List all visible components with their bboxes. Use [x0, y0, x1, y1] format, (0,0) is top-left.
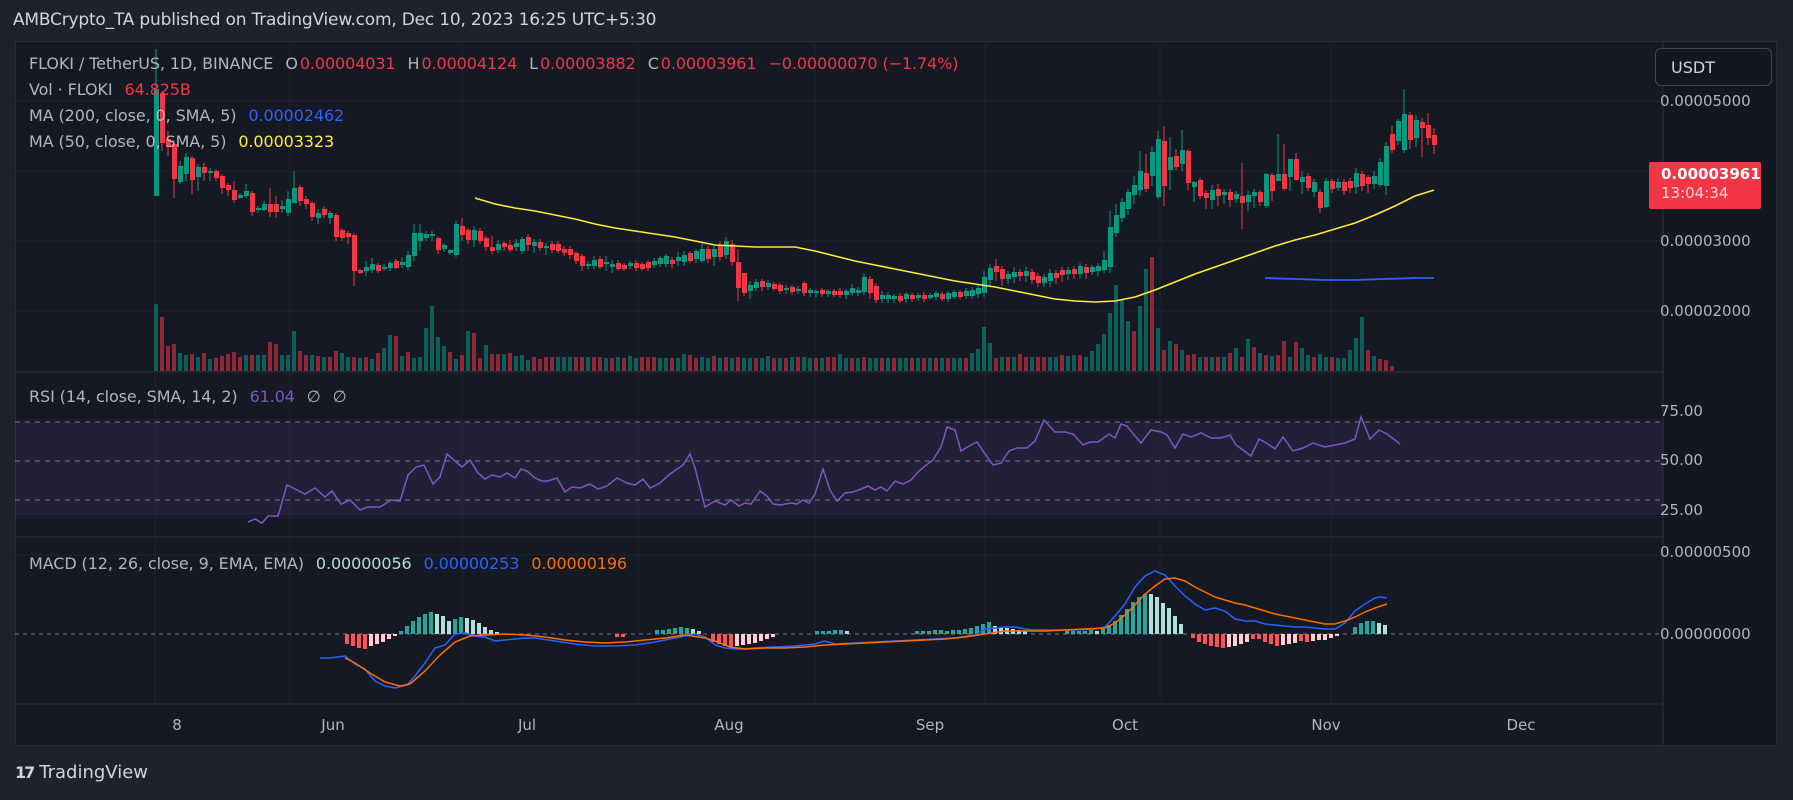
- high-value: 0.00004124: [421, 54, 518, 73]
- candle-countdown: 13:04:34: [1661, 184, 1729, 202]
- macd-histogram-value: 0.00000056: [315, 554, 412, 573]
- tradingview-mark-icon: 17: [15, 763, 35, 782]
- tradingview-logo: 17 TradingView: [15, 762, 148, 783]
- ma50-legend[interactable]: MA (50, close, 0, SMA, 5) 0.00003323: [29, 132, 335, 151]
- macd-axis-label: 0.00000000: [1660, 625, 1751, 643]
- open-value: 0.00004031: [299, 54, 396, 73]
- candlesticks: [154, 49, 1437, 303]
- ma200-value: 0.00002462: [248, 106, 345, 125]
- macd-histogram: [345, 594, 1387, 649]
- macd-legend[interactable]: MACD (12, 26, close, 9, EMA, EMA) 0.0000…: [29, 554, 628, 573]
- chart-frame: [15, 41, 1777, 746]
- volume-bars: [154, 257, 1394, 371]
- rsi-line: [247, 414, 1401, 524]
- rsi-band: [15, 422, 1663, 515]
- currency-button[interactable]: USDT: [1655, 48, 1772, 86]
- current-price: 0.00003961: [1661, 165, 1761, 183]
- macd-axis-label: 0.00000500: [1660, 543, 1751, 561]
- symbol-legend[interactable]: FLOKI / TetherUS, 1D, BINANCE O 0.0000403…: [29, 54, 959, 73]
- volume-legend[interactable]: Vol · FLOKI 64.825B: [29, 80, 191, 99]
- rsi-axis-label: 50.00: [1660, 451, 1703, 469]
- price-axis-label: 0.00002000: [1660, 302, 1751, 320]
- time-axis-label: Dec: [1506, 716, 1536, 734]
- volume-value: 64.825B: [124, 80, 191, 99]
- time-axis-label: Oct: [1112, 716, 1138, 734]
- signal-line: [344, 577, 1388, 687]
- published-caption: AMBCrypto_TA published on TradingView.co…: [13, 10, 657, 30]
- price-axis-label: 0.00003000: [1660, 232, 1751, 250]
- time-axis-label: Jun: [321, 716, 345, 734]
- price-gridlines: [15, 100, 1663, 556]
- chart-canvas[interactable]: [15, 41, 1777, 746]
- rsi-axis-label: 75.00: [1660, 402, 1703, 420]
- time-axis-label: Nov: [1311, 716, 1341, 734]
- ma50-line: [474, 189, 1435, 303]
- tradingview-brand: TradingView: [39, 762, 149, 783]
- symbol-title: FLOKI / TetherUS, 1D, BINANCE: [29, 54, 274, 73]
- change-value: −0.00000070 (−1.74%): [768, 54, 959, 73]
- ma200-legend[interactable]: MA (200, close, 0, SMA, 5) 0.00002462: [29, 106, 345, 125]
- rsi-axis-label: 25.00: [1660, 501, 1703, 519]
- time-axis-label: 8: [172, 716, 182, 734]
- rsi-value: 61.04: [249, 387, 295, 406]
- rsi-legend[interactable]: RSI (14, close, SMA, 14, 2) 61.04 ∅ ∅: [29, 387, 347, 406]
- macd-value: 0.00000253: [423, 554, 520, 573]
- signal-value: 0.00000196: [531, 554, 628, 573]
- price-axis-label: 0.00005000: [1660, 92, 1751, 110]
- time-axis-label: Aug: [714, 716, 744, 734]
- time-axis-label: Jul: [517, 716, 537, 734]
- time-axis-label: Sep: [915, 716, 945, 734]
- current-price-tag: 0.00003961 13:04:34: [1649, 162, 1761, 209]
- ma50-value: 0.00003323: [238, 132, 335, 151]
- low-value: 0.00003882: [539, 54, 636, 73]
- ma200-line: [1264, 277, 1434, 281]
- close-value: 0.00003961: [660, 54, 757, 73]
